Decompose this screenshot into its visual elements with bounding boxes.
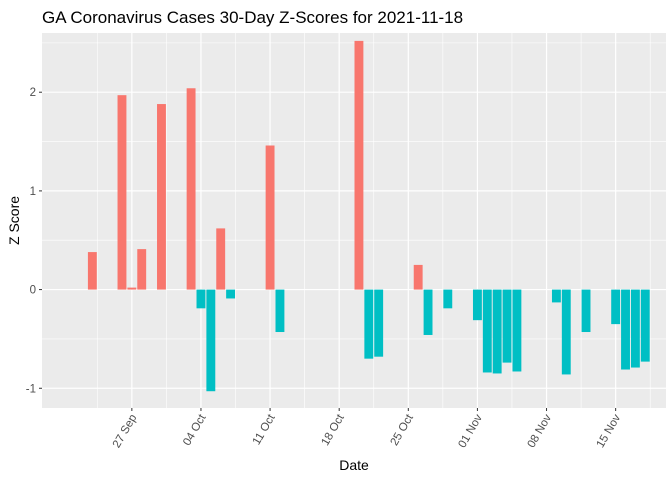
x-tick-label: 01 Nov — [456, 412, 485, 450]
x-tick-label: 27 Sep — [111, 413, 140, 451]
bar-negative — [512, 289, 522, 372]
x-tick-label: 08 Nov — [526, 412, 555, 450]
bar-negative — [492, 289, 502, 374]
x-tick-label: 15 Nov — [595, 412, 624, 450]
y-tick-label: 1 — [30, 186, 36, 198]
y-tick-label: 0 — [30, 285, 36, 297]
bar-negative — [621, 289, 630, 370]
x-tick-label: 25 Oct — [389, 412, 417, 448]
x-tick-label: 04 Oct — [181, 412, 209, 448]
bar-positive — [87, 252, 97, 290]
bar-positive — [265, 145, 275, 290]
bar-negative — [472, 289, 482, 321]
bars — [87, 40, 650, 392]
bar-negative — [482, 289, 492, 373]
y-axis-title: Z Score — [6, 196, 22, 245]
bar-positive — [216, 228, 226, 290]
minor-gridlines — [42, 33, 666, 408]
bar-negative — [364, 289, 374, 359]
x-axis-title: Date — [339, 457, 369, 473]
y-tick-label: 2 — [30, 87, 36, 99]
bar-positive — [186, 88, 196, 290]
chart-title: GA Coronavirus Cases 30-Day Z-Scores for… — [42, 8, 463, 27]
bar-negative — [443, 289, 453, 309]
y-axis: -1 0 1 2 — [26, 87, 42, 395]
bar-negative — [374, 289, 384, 357]
bar-negative — [196, 289, 206, 309]
bar-negative — [630, 289, 640, 368]
bar-positive — [127, 287, 137, 290]
bar-negative — [611, 289, 621, 325]
bar-negative — [551, 289, 561, 303]
major-gridlines — [42, 33, 666, 408]
bar-negative — [581, 289, 591, 333]
bar-negative — [561, 289, 571, 375]
x-axis: 27 Sep 04 Oct 11 Oct 18 Oct 25 Oct 01 Nov 08 N… — [111, 408, 624, 451]
bar-positive — [354, 40, 364, 290]
y-tick-label: -1 — [26, 383, 36, 395]
bar-negative — [423, 289, 433, 335]
bar-negative — [275, 289, 285, 333]
plot-panel — [42, 33, 666, 408]
bar-positive — [117, 95, 127, 290]
bar-negative — [640, 289, 650, 362]
bar-positive — [157, 104, 166, 290]
bar-positive — [137, 249, 147, 290]
x-tick-label: 11 Oct — [251, 412, 278, 447]
bar-negative — [502, 289, 512, 363]
bar-positive — [413, 264, 423, 290]
bar-negative — [206, 289, 216, 392]
x-tick-label: 18 Oct — [319, 412, 347, 448]
bar-negative — [226, 289, 236, 299]
